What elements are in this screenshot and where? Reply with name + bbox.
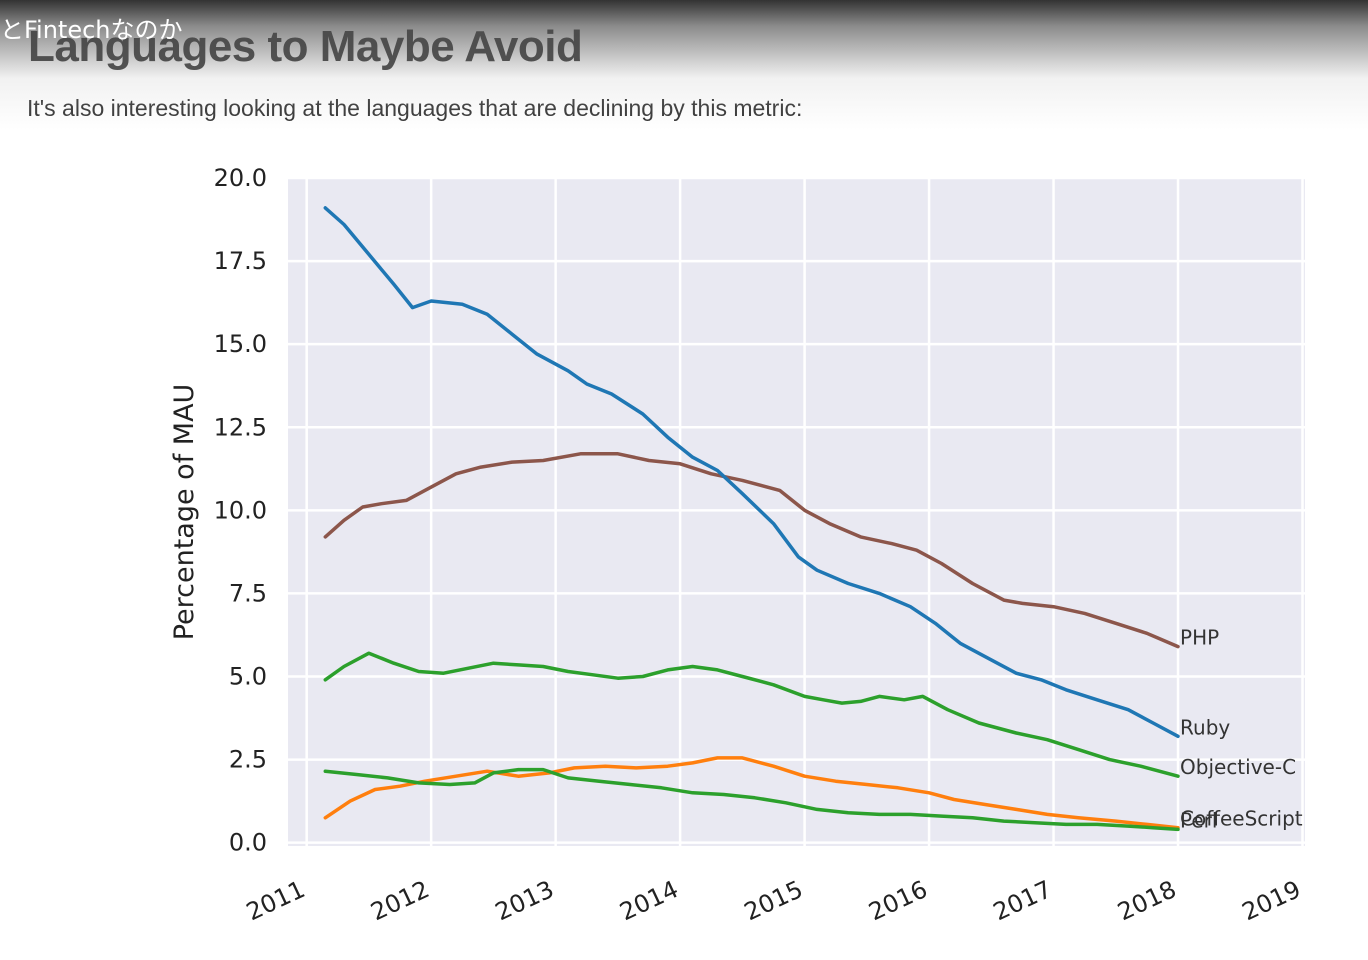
x-tick-label: 2011 xyxy=(242,875,309,926)
x-tick-label: 2019 xyxy=(1238,875,1305,926)
series-label-ruby: Ruby xyxy=(1180,715,1230,739)
x-tick-label: 2017 xyxy=(989,875,1056,926)
x-tick-label: 2014 xyxy=(615,875,682,926)
y-axis-label: Percentage of MAU xyxy=(169,384,200,641)
series-line-coffeescript xyxy=(323,756,1180,830)
x-tick-label: 2016 xyxy=(864,875,931,926)
x-tick-label: 2015 xyxy=(740,875,807,926)
x-tick-label: 2018 xyxy=(1113,875,1180,926)
series-lines xyxy=(323,206,1180,832)
series-line-objective-c xyxy=(323,651,1180,778)
y-tick-label: 15.0 xyxy=(214,330,267,358)
y-tick-label: 2.5 xyxy=(229,746,267,774)
x-axis-ticks: 2011 2012 2013 2014 2015 2016 2017 2018 2019 xyxy=(242,875,1305,926)
y-axis-ticks: 0.0 2.5 5.0 7.5 10.0 12.5 15.0 17.5 20.0 xyxy=(214,164,267,857)
y-tick-label: 12.5 xyxy=(214,413,267,441)
series-label-php: PHP xyxy=(1180,626,1219,650)
x-tick-label: 2013 xyxy=(491,875,558,926)
series-line-ruby xyxy=(323,206,1180,739)
y-tick-label: 17.5 xyxy=(214,247,267,275)
y-tick-label: 7.5 xyxy=(229,579,267,607)
series-label-coffeescript: CoffeeScript xyxy=(1180,807,1303,831)
x-tick-label: 2012 xyxy=(366,875,433,926)
y-tick-label: 20.0 xyxy=(214,164,267,192)
y-tick-label: 10.0 xyxy=(214,496,267,524)
plot-area xyxy=(288,178,1305,846)
series-line-perl xyxy=(323,767,1180,832)
series-label-objective-c: Objective-C xyxy=(1180,755,1296,779)
series-label-perl: Perl xyxy=(1180,808,1217,832)
y-tick-label: 0.0 xyxy=(229,829,267,857)
series-line-php xyxy=(323,452,1180,649)
y-tick-label: 5.0 xyxy=(229,663,267,691)
grid-lines xyxy=(288,176,1305,846)
video-title: とFintechなのか xyxy=(0,16,183,44)
